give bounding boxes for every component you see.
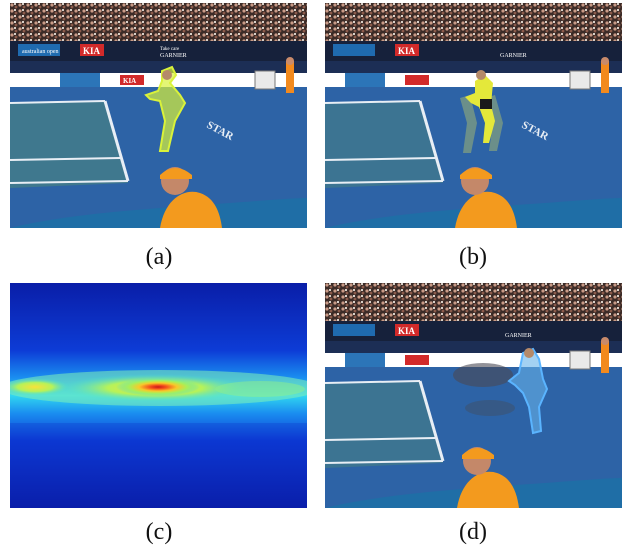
player-b bbox=[465, 70, 495, 143]
player-highlight-a bbox=[144, 65, 187, 152]
caption-d: (d) bbox=[459, 519, 487, 545]
garnier-text: GARNIER bbox=[160, 53, 187, 59]
panel-d-image: KIA GARNIER bbox=[325, 283, 622, 508]
panel-d: KIA GARNIER bbox=[325, 283, 622, 508]
caption-b: (b) bbox=[459, 244, 487, 270]
panel-a-image: australian open KIA Take care GARNIER KI… bbox=[10, 3, 307, 228]
sign-left-text: australian open bbox=[22, 49, 59, 55]
garnier-text-2: GARNIER bbox=[200, 79, 227, 85]
panel-b-image: KIA GARNIER STAR bbox=[325, 3, 622, 228]
saliency-heatmap bbox=[10, 283, 307, 508]
panel-c bbox=[10, 283, 307, 508]
kia-logo: KIA bbox=[83, 46, 101, 56]
blur-artifact bbox=[453, 363, 513, 387]
caption-a: (a) bbox=[145, 244, 173, 270]
kia-logo-d: KIA bbox=[398, 326, 416, 336]
garnier-text-d: GARNIER bbox=[505, 333, 532, 339]
panel-a: australian open KIA Take care GARNIER KI… bbox=[10, 3, 307, 228]
kia-logo-2: KIA bbox=[123, 77, 136, 85]
garnier-text-b: GARNIER bbox=[500, 53, 527, 59]
kia-logo-b: KIA bbox=[398, 46, 416, 56]
small-banner-text: Take care bbox=[160, 47, 180, 52]
panel-b: KIA GARNIER STAR bbox=[325, 3, 622, 228]
player-highlight-d bbox=[507, 347, 549, 435]
caption-c: (c) bbox=[145, 519, 173, 545]
